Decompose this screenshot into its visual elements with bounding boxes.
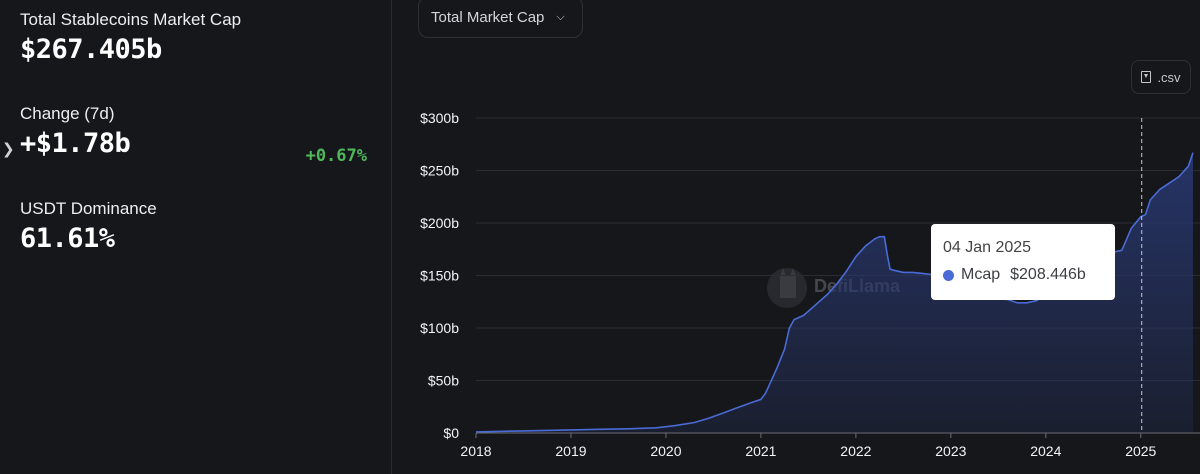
change-value: +$1.78b	[20, 128, 131, 159]
metric-dropdown-label: Total Market Cap	[431, 8, 545, 26]
tooltip-date: 04 Jan 2025	[943, 239, 1032, 256]
y-tick-label: $300b	[420, 110, 459, 126]
change-stat: Change (7d) +$1.78b	[20, 104, 131, 159]
change-percent: +0.67%	[305, 146, 367, 166]
tooltip-row: Mcap $208.446b	[943, 266, 1115, 284]
series-dot-icon	[943, 269, 954, 281]
download-icon	[1141, 71, 1152, 83]
tooltip-value: $208.446b	[1010, 266, 1086, 283]
x-tick-label: 2020	[650, 443, 681, 459]
tooltip-series: Mcap	[961, 266, 1001, 283]
stats-panel: Total Stablecoins Market Cap $267.405b ❯…	[0, 0, 392, 474]
dominance-label: USDT Dominance	[20, 199, 157, 218]
x-tick-label: 2019	[555, 443, 586, 459]
market-cap-label: Total Stablecoins Market Cap	[20, 10, 242, 29]
y-tick-label: $250b	[420, 163, 459, 179]
chevron-right-icon[interactable]: ❯	[2, 141, 15, 158]
y-tick-label: $100b	[420, 320, 459, 336]
mcap-area	[476, 152, 1193, 433]
y-tick-label: $200b	[420, 215, 459, 231]
y-tick-label: $0	[443, 425, 459, 441]
x-tick-label: 2025	[1125, 443, 1156, 459]
market-cap-chart[interactable]: $0 $50b $100b $150b $200b $250b $300b 2018 2019 2…	[393, 0, 1200, 474]
csv-button-label: .csv	[1157, 69, 1181, 85]
x-tick-label: 2023	[935, 443, 966, 459]
market-cap-value: $267.405b	[20, 34, 162, 65]
y-tick-label: $50b	[428, 373, 459, 389]
dominance-value: 61.61%	[20, 223, 115, 254]
chart-tooltip: 04 Jan 2025 Mcap $208.446b	[931, 224, 1115, 300]
chevron-down-icon: ⌵	[556, 10, 565, 23]
market-cap-stat: Total Stablecoins Market Cap $267.405b	[20, 10, 241, 65]
x-tick-label: 2024	[1030, 443, 1061, 459]
change-label: Change (7d)	[20, 104, 115, 123]
metric-dropdown[interactable]: Total Market Cap ⌵	[418, 0, 583, 38]
chart-panel: Total Market Cap ⌵ .csv DefiLlama $0$50b…	[393, 0, 1200, 474]
x-tick-label: 2021	[745, 443, 776, 459]
x-tick-label: 2018	[460, 443, 491, 459]
dominance-stat: USDT Dominance 61.61%	[20, 199, 157, 254]
csv-download-button[interactable]: .csv	[1131, 60, 1191, 94]
x-tick-label: 2022	[840, 443, 871, 459]
y-tick-label: $150b	[420, 268, 459, 284]
